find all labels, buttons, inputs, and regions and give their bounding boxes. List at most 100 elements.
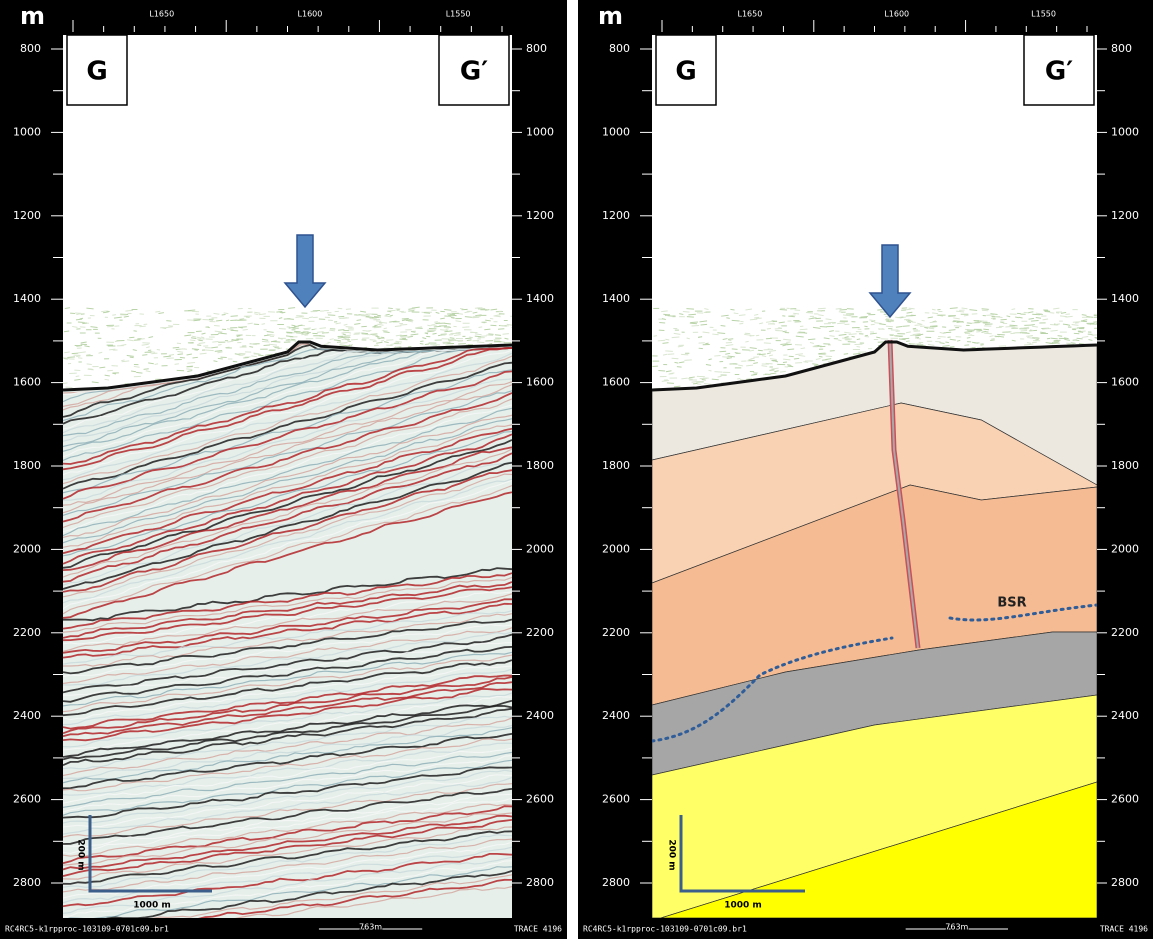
- noise: [746, 365, 753, 366]
- noise: [342, 339, 349, 340]
- noise: [500, 325, 504, 326]
- noise: [319, 336, 325, 337]
- noise: [1036, 318, 1041, 319]
- noise: [995, 336, 1000, 337]
- noise: [732, 320, 740, 321]
- scale-vertical: 200 m: [667, 839, 677, 870]
- noise: [677, 367, 682, 368]
- depth-label: 2400: [13, 709, 41, 722]
- noise: [847, 309, 854, 310]
- noise: [503, 334, 509, 335]
- noise: [112, 315, 116, 316]
- noise: [769, 370, 774, 371]
- noise: [243, 329, 248, 330]
- noise: [1031, 320, 1039, 321]
- noise: [307, 332, 311, 333]
- noise: [938, 336, 946, 337]
- noise: [249, 347, 253, 348]
- noise: [701, 324, 708, 325]
- footer-left: RC4RC5-k1rpproc-103109-0701c09.br1: [5, 925, 169, 934]
- depth-label: 1000: [1111, 125, 1139, 138]
- noise: [948, 316, 955, 317]
- noise: [693, 383, 698, 384]
- line-label: L1550: [1031, 10, 1056, 19]
- noise: [388, 310, 396, 311]
- noise: [142, 355, 147, 356]
- noise: [187, 366, 193, 367]
- noise: [467, 340, 472, 341]
- noise: [896, 331, 900, 332]
- depth-label: 2200: [602, 626, 630, 639]
- noise: [386, 340, 393, 341]
- depth-label: 1200: [13, 209, 41, 222]
- depth-label: 1000: [602, 125, 630, 138]
- depth-label: 2600: [13, 793, 41, 806]
- noise: [198, 340, 202, 341]
- noise: [139, 326, 145, 327]
- noise: [930, 326, 937, 327]
- noise: [886, 326, 893, 327]
- marker-left: G: [675, 57, 696, 87]
- noise: [136, 372, 142, 373]
- scale-horizontal: 1000 m: [133, 901, 171, 911]
- noise: [915, 337, 919, 338]
- noise: [878, 329, 884, 330]
- depth-label: 2600: [602, 793, 630, 806]
- noise: [1077, 338, 1083, 339]
- noise: [101, 311, 106, 312]
- depth-label: 800: [1111, 42, 1132, 55]
- noise: [844, 354, 848, 355]
- noise: [828, 361, 835, 362]
- noise: [708, 370, 711, 371]
- noise: [267, 334, 271, 335]
- depth-label: 1000: [13, 125, 41, 138]
- noise: [432, 333, 436, 334]
- noise: [783, 359, 790, 360]
- noise: [291, 339, 296, 340]
- marker-right: G′: [1045, 57, 1073, 87]
- noise: [157, 349, 160, 350]
- noise: [687, 317, 694, 318]
- noise: [730, 309, 734, 310]
- noise: [857, 346, 861, 347]
- noise: [210, 320, 213, 321]
- noise: [87, 364, 92, 365]
- noise: [141, 339, 145, 340]
- noise: [484, 329, 490, 330]
- noise: [929, 328, 935, 329]
- noise: [222, 314, 226, 315]
- noise: [220, 333, 226, 334]
- noise: [434, 322, 437, 323]
- noise: [465, 338, 471, 339]
- depth-label: 1800: [602, 459, 630, 472]
- noise: [1051, 338, 1058, 339]
- noise: [78, 358, 82, 359]
- marker-left: G: [86, 57, 107, 87]
- noise: [408, 309, 412, 310]
- depth-label: 2200: [13, 626, 41, 639]
- noise: [739, 315, 745, 316]
- noise: [302, 318, 309, 319]
- noise: [481, 336, 487, 337]
- noise: [922, 320, 925, 321]
- noise: [462, 327, 469, 328]
- depth-label: 2400: [526, 709, 554, 722]
- noise: [218, 345, 221, 346]
- noise: [908, 321, 912, 322]
- noise: [786, 344, 792, 345]
- depth-label: 1800: [13, 459, 41, 472]
- depth-label: 1200: [1111, 209, 1139, 222]
- noise: [721, 326, 726, 327]
- noise: [370, 334, 377, 335]
- noise: [425, 344, 429, 345]
- noise: [688, 379, 693, 380]
- noise: [840, 309, 847, 310]
- noise: [732, 349, 738, 350]
- noise: [408, 346, 411, 347]
- noise: [151, 353, 157, 354]
- noise: [370, 340, 376, 341]
- marker-right: G′: [460, 57, 488, 87]
- noise: [767, 328, 771, 329]
- depth-label: 2400: [602, 709, 630, 722]
- noise: [432, 325, 437, 326]
